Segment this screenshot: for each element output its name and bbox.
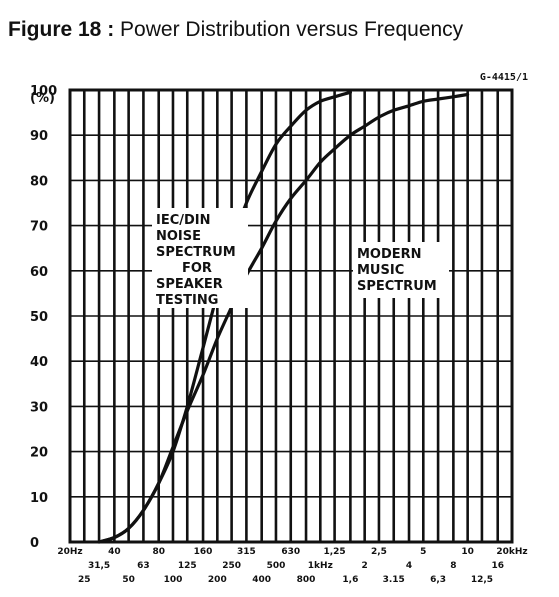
plot-frame <box>68 88 514 544</box>
label-line: MUSIC <box>357 263 404 278</box>
x-tick-label: 25 <box>78 575 91 585</box>
x-tick-label: 125 <box>178 561 197 571</box>
y-tick-label: 20 <box>30 446 48 461</box>
y-tick-label: 50 <box>30 310 48 325</box>
x-tick-label: 4 <box>406 561 412 571</box>
x-tick-label: 63 <box>137 561 150 571</box>
x-tick-label: 80 <box>152 547 165 557</box>
x-tick-label: 3.15 <box>383 575 405 585</box>
x-tick-label: 200 <box>208 575 227 585</box>
x-tick-label: 12,5 <box>471 575 493 585</box>
figure-caption: Power Distribution versus Frequency <box>120 18 464 41</box>
annotations: IEC/DINNOISESPECTRUMFORSPEAKERTESTINGMOD… <box>152 208 449 308</box>
y-tick-label: 10 <box>30 491 48 506</box>
label-line: SPECTRUM <box>357 279 437 294</box>
y-tick-label: 90 <box>30 129 48 144</box>
x-tick-label: 160 <box>194 547 213 557</box>
x-tick-label: 2 <box>362 561 368 571</box>
y-tick-label: 40 <box>30 355 48 370</box>
x-tick-label: 1,6 <box>342 575 358 585</box>
curve-iec-din-noise <box>97 90 352 544</box>
x-tick-label: 20Hz <box>57 547 82 557</box>
label-line: MODERN <box>357 247 422 262</box>
x-tick-label: 1,25 <box>323 547 345 557</box>
x-tick-label: 100 <box>164 575 183 585</box>
label-line: IEC/DIN <box>156 213 211 228</box>
label-line: SPECTRUM <box>156 245 236 260</box>
figure-code: G-4415/1 <box>480 72 528 83</box>
x-tick-label: 6,3 <box>430 575 446 585</box>
x-tick-label: 500 <box>267 561 286 571</box>
x-tick-label: 2,5 <box>371 547 387 557</box>
x-tick-label: 8 <box>450 561 456 571</box>
x-tick-label: 16 <box>491 561 504 571</box>
x-tick-label: 630 <box>281 547 300 557</box>
curves <box>97 90 470 544</box>
x-tick-label: 800 <box>297 575 316 585</box>
x-tick-label: 315 <box>237 547 256 557</box>
label-line: TESTING <box>156 293 218 308</box>
x-tick-label: 400 <box>252 575 271 585</box>
label-line: FOR <box>182 261 212 276</box>
x-tick-label: 250 <box>222 561 241 571</box>
label-background <box>353 242 449 298</box>
x-tick-label: 50 <box>122 575 135 585</box>
y-tick-label: 0 <box>30 536 39 551</box>
x-tick-label: 5 <box>420 547 426 557</box>
x-tick-label: 1kHz <box>308 561 333 571</box>
y-tick-label: 30 <box>30 400 48 415</box>
label-background <box>152 208 248 308</box>
y-tick-label: 80 <box>30 174 48 189</box>
figure-title: Figure 18 : Power Distribution versus Fr… <box>8 18 463 42</box>
y-axis-unit: (%) <box>30 91 55 106</box>
x-tick-label: 40 <box>108 547 121 557</box>
y-tick-label: 70 <box>30 220 48 235</box>
y-tick-label: 100 <box>30 84 57 99</box>
curve-modern-music <box>97 92 470 544</box>
x-tick-label: 31,5 <box>88 561 110 571</box>
grid <box>68 88 514 544</box>
figure-number: Figure 18 : <box>8 18 115 41</box>
x-tick-label: 20kHz <box>496 547 527 557</box>
y-tick-label: 60 <box>30 265 48 280</box>
label-line: NOISE <box>156 229 201 244</box>
label-line: SPEAKER <box>156 277 223 292</box>
x-tick-label: 10 <box>461 547 474 557</box>
